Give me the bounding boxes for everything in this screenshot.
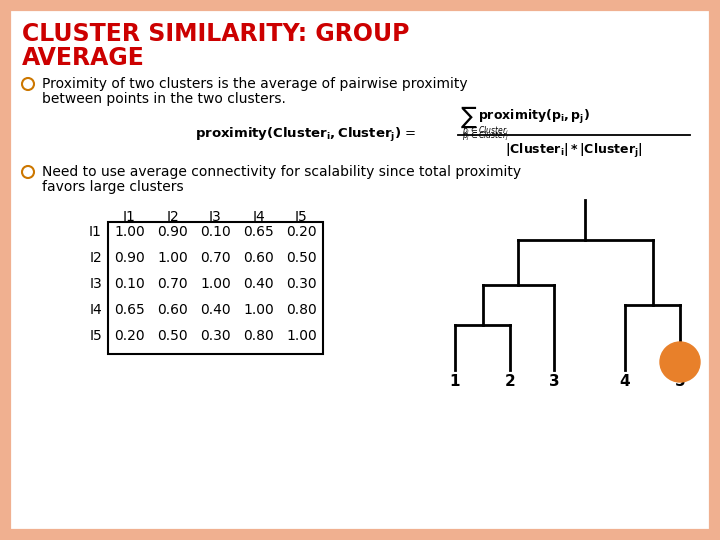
Circle shape xyxy=(22,78,34,90)
Text: I2: I2 xyxy=(89,251,102,265)
Text: 0.60: 0.60 xyxy=(243,251,274,265)
Text: I4: I4 xyxy=(89,303,102,317)
Text: 0.80: 0.80 xyxy=(243,329,274,343)
Text: 2: 2 xyxy=(505,374,516,389)
Text: I5: I5 xyxy=(295,210,308,224)
Text: I2: I2 xyxy=(166,210,179,224)
Text: 3: 3 xyxy=(549,374,559,389)
Text: 0.30: 0.30 xyxy=(286,277,317,291)
Text: $\mathbf{proximity(Cluster_i, Cluster_j)}$ =: $\mathbf{proximity(Cluster_i, Cluster_j)… xyxy=(195,126,416,144)
Text: 1.00: 1.00 xyxy=(243,303,274,317)
Text: 4: 4 xyxy=(620,374,630,389)
Text: between points in the two clusters.: between points in the two clusters. xyxy=(42,92,286,106)
Text: I4: I4 xyxy=(252,210,265,224)
Text: I3: I3 xyxy=(209,210,222,224)
Text: I3: I3 xyxy=(89,277,102,291)
Text: 5: 5 xyxy=(675,374,685,389)
Text: AVERAGE: AVERAGE xyxy=(22,46,145,70)
Bar xyxy=(108,222,323,354)
Text: 1.00: 1.00 xyxy=(157,251,188,265)
Text: I5: I5 xyxy=(89,329,102,343)
Text: 0.70: 0.70 xyxy=(157,277,188,291)
Text: I1: I1 xyxy=(123,210,136,224)
Text: favors large clusters: favors large clusters xyxy=(42,180,184,194)
Text: 0.65: 0.65 xyxy=(243,225,274,239)
Text: $p_i \in Cluster_i$: $p_i \in Cluster_i$ xyxy=(462,124,509,137)
Text: 1: 1 xyxy=(450,374,460,389)
Text: $\mathbf{proximity(p_i, p_j)}$: $\mathbf{proximity(p_i, p_j)}$ xyxy=(478,108,590,126)
Text: 1.00: 1.00 xyxy=(114,225,145,239)
Text: $\sum$: $\sum$ xyxy=(460,104,477,130)
Circle shape xyxy=(22,166,34,178)
Text: 1.00: 1.00 xyxy=(200,277,231,291)
Text: 0.10: 0.10 xyxy=(114,277,145,291)
Text: 0.40: 0.40 xyxy=(243,277,274,291)
Text: 0.70: 0.70 xyxy=(200,251,231,265)
Text: Proximity of two clusters is the average of pairwise proximity: Proximity of two clusters is the average… xyxy=(42,77,467,91)
Text: 0.30: 0.30 xyxy=(200,329,231,343)
Text: 0.10: 0.10 xyxy=(200,225,231,239)
Circle shape xyxy=(660,342,700,382)
Text: 0.20: 0.20 xyxy=(286,225,317,239)
Text: 0.90: 0.90 xyxy=(114,251,145,265)
Text: 0.80: 0.80 xyxy=(286,303,317,317)
Text: 0.40: 0.40 xyxy=(200,303,231,317)
Text: 0.50: 0.50 xyxy=(286,251,317,265)
Text: I1: I1 xyxy=(89,225,102,239)
Text: 0.20: 0.20 xyxy=(114,329,145,343)
Text: $\mathbf{| Cluster_i | * | Cluster_j |}$: $\mathbf{| Cluster_i | * | Cluster_j |}$ xyxy=(505,142,643,160)
Text: $p_j \in Cluster_j$: $p_j \in Cluster_j$ xyxy=(462,130,509,143)
Text: 0.65: 0.65 xyxy=(114,303,145,317)
Text: CLUSTER SIMILARITY: GROUP: CLUSTER SIMILARITY: GROUP xyxy=(22,22,410,46)
Text: 0.60: 0.60 xyxy=(157,303,188,317)
Text: 1.00: 1.00 xyxy=(286,329,317,343)
Text: 0.90: 0.90 xyxy=(157,225,188,239)
Text: Need to use average connectivity for scalability since total proximity: Need to use average connectivity for sca… xyxy=(42,165,521,179)
Text: 0.50: 0.50 xyxy=(157,329,188,343)
